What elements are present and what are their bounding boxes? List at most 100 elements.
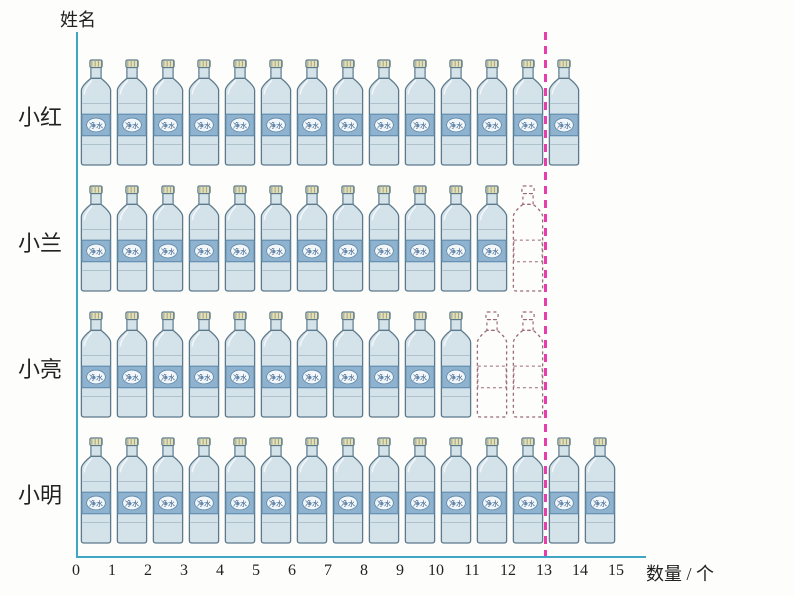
bottle-icon: 净水: [222, 58, 258, 166]
svg-text:净水: 净水: [233, 373, 247, 382]
pictograph-row: 净水净水净水净水净水净水净水净水净水净水净水: [78, 310, 546, 418]
svg-text:净水: 净水: [485, 121, 499, 130]
svg-text:净水: 净水: [125, 247, 139, 256]
x-tick-label: 14: [568, 562, 592, 580]
x-tick-label: 7: [316, 562, 340, 580]
svg-text:净水: 净水: [377, 247, 391, 256]
x-axis-line: [76, 556, 646, 558]
bottle-icon: 净水: [186, 436, 222, 544]
bottle-icon: 净水: [474, 436, 510, 544]
svg-text:净水: 净水: [197, 121, 211, 130]
bottle-icon: 净水: [510, 436, 546, 544]
bottle-icon: 净水: [510, 58, 546, 166]
svg-text:净水: 净水: [269, 499, 283, 508]
svg-text:净水: 净水: [269, 247, 283, 256]
svg-text:净水: 净水: [89, 499, 103, 508]
svg-text:净水: 净水: [413, 373, 427, 382]
bottle-icon: 净水: [294, 184, 330, 292]
svg-text:净水: 净水: [197, 247, 211, 256]
svg-text:净水: 净水: [485, 247, 499, 256]
bottle-icon: 净水: [150, 184, 186, 292]
x-axis-title: 数量 / 个: [646, 560, 714, 586]
svg-text:净水: 净水: [305, 121, 319, 130]
svg-text:净水: 净水: [413, 499, 427, 508]
row-label: 小明: [12, 478, 62, 510]
bottle-icon: 净水: [546, 436, 582, 544]
x-tick-label: 2: [136, 562, 160, 580]
svg-text:净水: 净水: [413, 247, 427, 256]
bottle-icon: 净水: [258, 310, 294, 418]
svg-text:净水: 净水: [161, 373, 175, 382]
bottle-icon: 净水: [294, 436, 330, 544]
svg-text:净水: 净水: [233, 121, 247, 130]
bottle-icon: 净水: [114, 184, 150, 292]
svg-text:净水: 净水: [449, 121, 463, 130]
svg-text:净水: 净水: [233, 499, 247, 508]
y-axis-title: 姓名: [60, 6, 96, 32]
bottle-icon: 净水: [402, 58, 438, 166]
bottle-icon: 净水: [474, 58, 510, 166]
svg-text:净水: 净水: [125, 121, 139, 130]
x-tick-label: 13: [532, 562, 556, 580]
x-tick-label: 5: [244, 562, 268, 580]
svg-text:净水: 净水: [89, 121, 103, 130]
bottle-icon: 净水: [546, 58, 582, 166]
svg-text:净水: 净水: [161, 499, 175, 508]
svg-text:净水: 净水: [305, 499, 319, 508]
bottle-icon: 净水: [438, 58, 474, 166]
bottle-icon: 净水: [438, 310, 474, 418]
x-tick-label: 12: [496, 562, 520, 580]
bottle-icon: 净水: [366, 436, 402, 544]
bottle-icon: 净水: [438, 436, 474, 544]
bottle-icon: 净水: [402, 436, 438, 544]
bottle-icon: 净水: [258, 436, 294, 544]
bottle-icon: 净水: [366, 184, 402, 292]
bottle-icon: 净水: [150, 58, 186, 166]
x-tick-label: 6: [280, 562, 304, 580]
bottle-icon: 净水: [186, 184, 222, 292]
pictograph-row: 净水净水净水净水净水净水净水净水净水净水净水净水: [78, 184, 546, 292]
bottle-icon: 净水: [330, 58, 366, 166]
bottle-icon: 净水: [186, 310, 222, 418]
bottle-icon: 净水: [186, 58, 222, 166]
svg-text:净水: 净水: [377, 373, 391, 382]
bottle-icon: 净水: [222, 310, 258, 418]
bottle-icon: 净水: [330, 184, 366, 292]
x-tick-label: 4: [208, 562, 232, 580]
pictograph-row: 净水净水净水净水净水净水净水净水净水净水净水净水净水净水: [78, 58, 582, 166]
svg-text:净水: 净水: [413, 121, 427, 130]
bottle-icon: 净水: [294, 58, 330, 166]
row-label: 小兰: [12, 226, 62, 258]
x-tick-label: 8: [352, 562, 376, 580]
svg-text:净水: 净水: [125, 499, 139, 508]
svg-text:净水: 净水: [521, 121, 535, 130]
bottle-icon: 净水: [582, 436, 618, 544]
svg-text:净水: 净水: [197, 499, 211, 508]
bottle-icon: 净水: [474, 184, 510, 292]
bottle-icon: 净水: [402, 184, 438, 292]
svg-text:净水: 净水: [305, 247, 319, 256]
svg-text:净水: 净水: [377, 121, 391, 130]
bottle-icon: 净水: [366, 58, 402, 166]
svg-text:净水: 净水: [161, 247, 175, 256]
bottle-icon: 净水: [150, 310, 186, 418]
svg-text:净水: 净水: [269, 121, 283, 130]
svg-text:净水: 净水: [485, 499, 499, 508]
bottle-icon: 净水: [114, 310, 150, 418]
svg-text:净水: 净水: [305, 373, 319, 382]
svg-text:净水: 净水: [161, 121, 175, 130]
x-tick-label: 0: [64, 562, 88, 580]
svg-text:净水: 净水: [449, 373, 463, 382]
bottle-icon: 净水: [438, 184, 474, 292]
bottle-outline-icon: [510, 310, 546, 418]
svg-text:净水: 净水: [557, 499, 571, 508]
svg-text:净水: 净水: [449, 247, 463, 256]
bottle-icon: 净水: [150, 436, 186, 544]
bottle-icon: 净水: [330, 310, 366, 418]
svg-text:净水: 净水: [341, 373, 355, 382]
svg-text:净水: 净水: [341, 247, 355, 256]
bottle-icon: 净水: [222, 436, 258, 544]
x-tick-label: 15: [604, 562, 628, 580]
svg-text:净水: 净水: [269, 373, 283, 382]
svg-text:净水: 净水: [197, 373, 211, 382]
